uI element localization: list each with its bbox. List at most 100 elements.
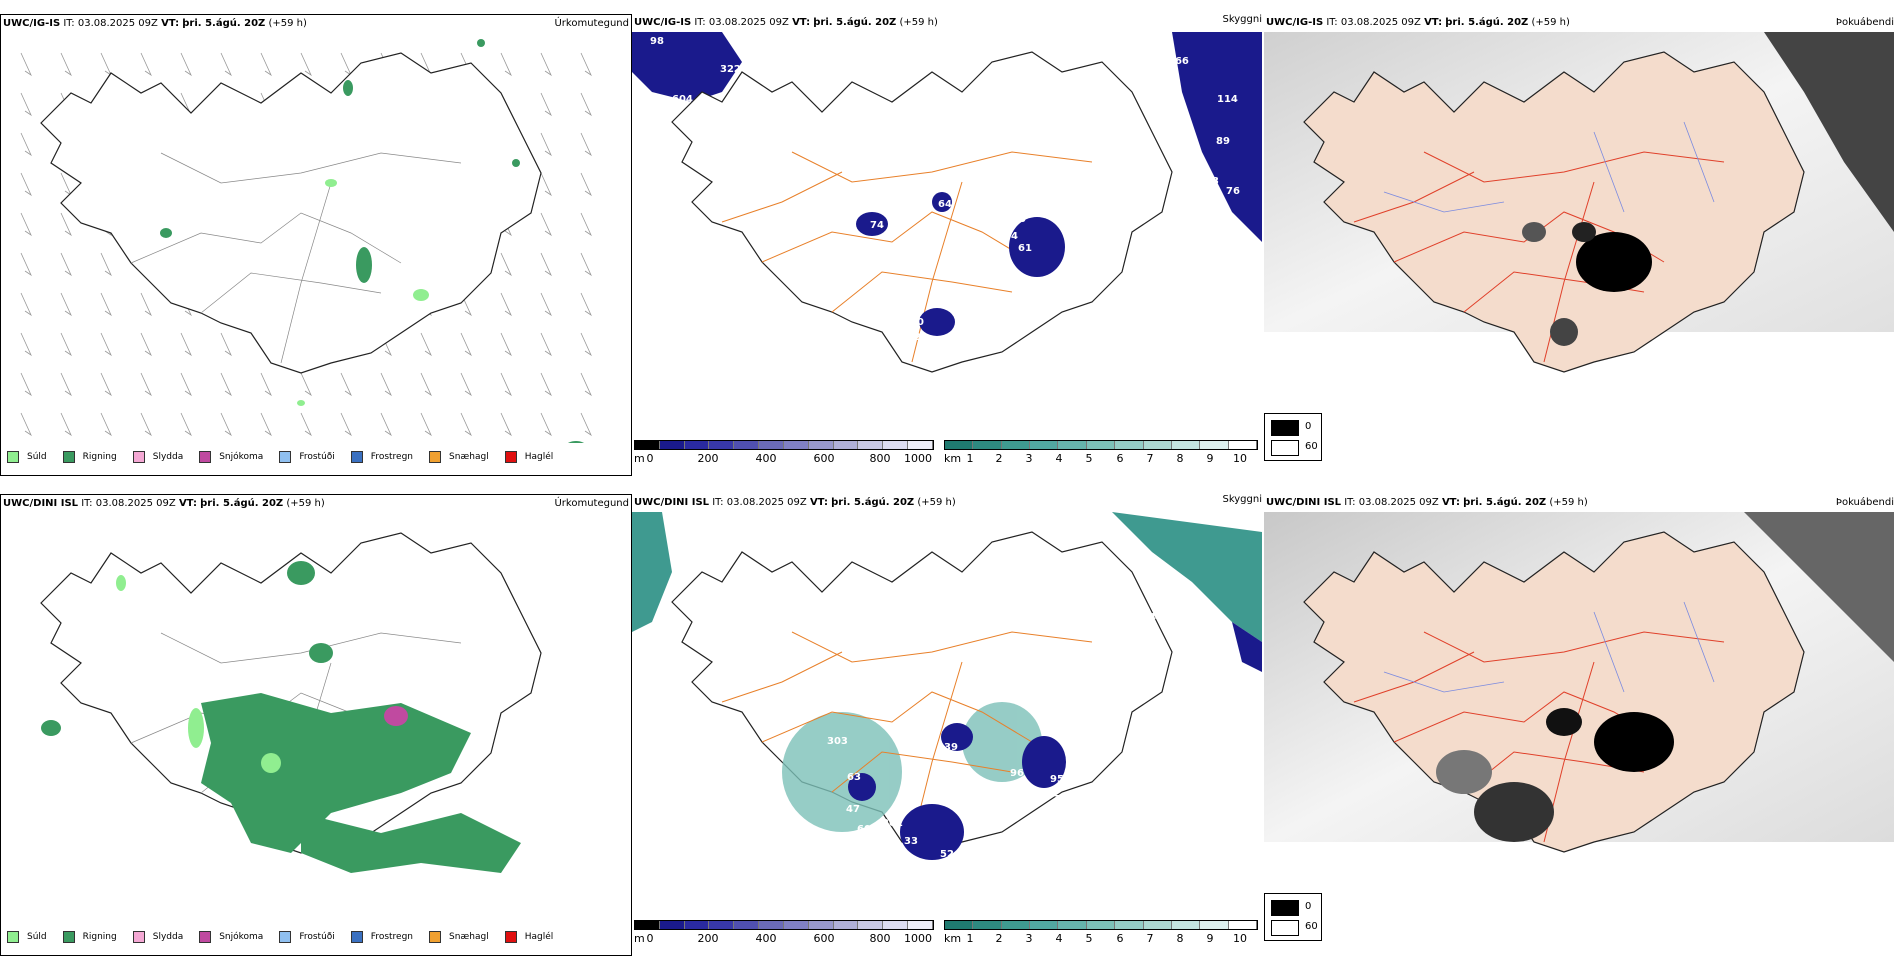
legend-swatch <box>350 931 363 943</box>
wind-barb <box>260 52 272 77</box>
wind-barb <box>140 412 152 437</box>
colorbar-tick: 1 <box>966 932 974 945</box>
cloud-map-dini: 84 76 79 303 39 63 96 95 47 76 609 201 3… <box>632 512 1262 897</box>
precip-map-ig <box>20 39 592 443</box>
wind-barb <box>100 292 112 317</box>
cloud-base-label: 571 <box>972 859 993 870</box>
field-name: Skyggni <box>1222 14 1262 25</box>
colorbar-unit: km <box>944 932 962 945</box>
cloud-base-label: 74 <box>870 220 884 231</box>
wind-barb <box>220 372 232 397</box>
cloud-base-label: 95 <box>1050 774 1064 785</box>
legend-label: Frostúði <box>299 452 335 462</box>
wind-barb <box>540 412 552 437</box>
legend-swatch <box>429 451 442 463</box>
wind-barb <box>20 252 32 277</box>
field-name: Skyggni <box>1222 494 1262 505</box>
wind-barb <box>140 52 152 77</box>
legend-label: Snjókoma <box>219 932 264 942</box>
colorbar-tick: 8 <box>1176 452 1184 465</box>
wind-barb <box>420 412 432 437</box>
wind-barb <box>60 172 72 197</box>
colorbar-tick: 200 <box>697 452 719 465</box>
colorbar-tick: 400 <box>755 932 777 945</box>
precip-legend: Súld Rigning Slydda Snjókoma Frostúði Fr… <box>7 931 569 943</box>
wind-barb <box>580 132 592 157</box>
cloud-base-label: 33 <box>904 836 918 847</box>
colorbar-tick: 2 <box>995 452 1003 465</box>
colorbar-tick: 800 <box>869 932 891 945</box>
cloud-base-label: 76 <box>1200 666 1214 677</box>
wind-barb <box>180 412 192 437</box>
panel-title: UWC/DINI ISL IT: 03.08.2025 09Z VT: þri.… <box>634 497 956 508</box>
cloud-base-label: 52 <box>937 336 951 347</box>
cloud-base-label: 52 <box>907 332 921 343</box>
wind-barb <box>580 172 592 197</box>
colorbar-tick: 5 <box>1085 452 1093 465</box>
wind-barb <box>420 332 432 357</box>
wind-barb <box>20 172 32 197</box>
colorbar-tick: 3 <box>1025 932 1033 945</box>
precip-legend: Súld Rigning Slydda Snjókoma Frostúði Fr… <box>7 451 569 463</box>
legend-swatch <box>62 931 75 943</box>
wind-barb <box>500 292 512 317</box>
legend-swatch <box>132 451 145 463</box>
wind-barb <box>540 172 552 197</box>
wind-barb <box>100 332 112 357</box>
wind-barb <box>100 52 112 77</box>
cloud-base-label: 76 <box>1226 186 1240 197</box>
fog-legend: 0 60 <box>1264 893 1322 941</box>
wind-barb <box>300 52 312 77</box>
colorbar-tick: 3 <box>1025 452 1033 465</box>
legend-label: Snjókoma <box>219 452 264 462</box>
wind-barb <box>20 372 32 397</box>
field-name: Úrkomutegund <box>554 498 629 509</box>
colorbar-tick: 400 <box>755 452 777 465</box>
fog-panel-ig: UWC/IG-IS IT: 03.08.2025 09Z VT: þri. 5.… <box>1264 14 1896 476</box>
wind-barb <box>500 252 512 277</box>
panel-title: UWC/IG-IS IT: 03.08.2025 09Z VT: þri. 5.… <box>3 18 307 29</box>
legend-label: Súld <box>27 932 47 942</box>
legend-label: 0 <box>1305 421 1312 432</box>
wind-barb <box>60 372 72 397</box>
cloud-base-labels: 98 604 322 166 114 89 33 76 59 64 74 60 … <box>650 36 1240 347</box>
colorbar-tick: 0 <box>646 452 654 465</box>
legend-swatch <box>429 931 442 943</box>
legend-label: 0 <box>1305 901 1312 912</box>
wind-barb <box>380 372 392 397</box>
cloud-base-label: 303 <box>827 736 848 747</box>
wind-barb <box>20 212 32 237</box>
wind-barb <box>580 412 592 437</box>
cloud-base-label: 64 <box>938 199 952 210</box>
wind-barb <box>500 52 512 77</box>
cloud-panel-ig: UWC/IG-IS IT: 03.08.2025 09Z VT: þri. 5.… <box>632 14 1264 476</box>
wind-barb <box>460 372 472 397</box>
wind-barb <box>340 412 352 437</box>
cloud-base-label: 609 <box>857 824 878 835</box>
fog-panel-dini: UWC/DINI ISL IT: 03.08.2025 09Z VT: þri.… <box>1264 494 1896 956</box>
wind-barb <box>540 212 552 237</box>
wind-barb <box>420 372 432 397</box>
cloud-base-label: 52 <box>940 849 954 860</box>
colorbar-tick: 7 <box>1146 452 1154 465</box>
field-name: Þokuábendi <box>1835 17 1894 28</box>
wind-barb <box>180 52 192 77</box>
colorbar-tick: 10 <box>1233 452 1247 465</box>
wind-barb <box>20 332 32 357</box>
precip-patches <box>41 561 521 873</box>
cloud-base-label: 34 <box>1060 816 1074 827</box>
colorbar-tick: 4 <box>1055 932 1063 945</box>
legend-label: Haglél <box>524 932 554 942</box>
wind-barb <box>140 292 152 317</box>
cloud-base-label: 59 <box>1210 194 1224 205</box>
legend-label: Súld <box>27 452 47 462</box>
legend-label: Haglél <box>524 452 554 462</box>
precip-patches <box>160 39 584 443</box>
wind-barb <box>500 412 512 437</box>
wind-barb <box>180 332 192 357</box>
cloud-base-label: 28 <box>905 884 919 895</box>
legend-swatch <box>62 451 75 463</box>
wind-barb <box>580 332 592 357</box>
precip-panel-ig: UWC/IG-IS IT: 03.08.2025 09Z VT: þri. 5.… <box>0 14 632 476</box>
panel-title: UWC/IG-IS IT: 03.08.2025 09Z VT: þri. 5.… <box>1266 17 1570 28</box>
